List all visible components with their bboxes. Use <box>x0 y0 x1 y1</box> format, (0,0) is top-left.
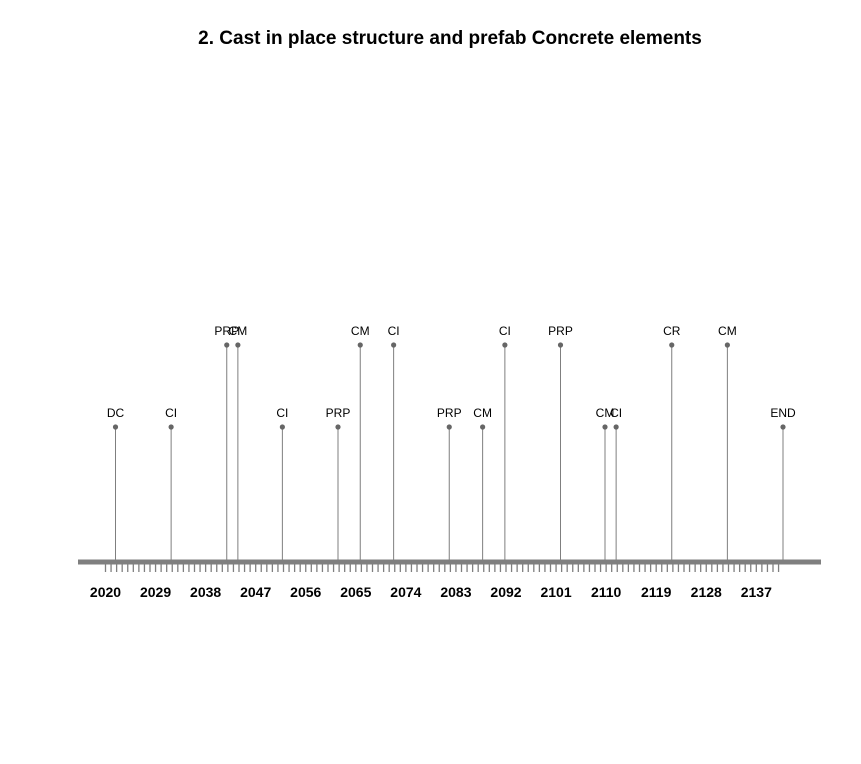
event-point <box>602 424 608 430</box>
year-tick-label: 2047 <box>240 584 271 600</box>
event-label: CM <box>351 324 370 338</box>
event-label: DC <box>107 406 125 420</box>
event-label: PRP <box>437 406 462 420</box>
event-label: PRP <box>548 324 573 338</box>
event-point <box>335 424 341 430</box>
event-points <box>112 342 786 430</box>
year-tick-label: 2119 <box>641 584 672 600</box>
event-point <box>235 342 241 348</box>
year-tick-label: 2065 <box>340 584 371 600</box>
event-label: CI <box>165 406 177 420</box>
event-point <box>613 424 619 430</box>
event-point <box>357 342 363 348</box>
event-label: CM <box>596 406 615 420</box>
event-label: CI <box>610 406 622 420</box>
year-tick-label: 2020 <box>90 584 121 600</box>
year-tick-label: 2083 <box>440 584 471 600</box>
event-label: PRP <box>326 406 351 420</box>
year-tick-label: 2074 <box>390 584 421 600</box>
event-label: CI <box>388 324 400 338</box>
event-label: CM <box>718 324 737 338</box>
event-point <box>557 342 564 348</box>
event-label: CM <box>229 324 248 338</box>
year-tick-label: 2056 <box>290 584 321 600</box>
event-point <box>780 424 786 430</box>
event-point <box>224 342 230 348</box>
year-tick-label: 2029 <box>140 584 171 600</box>
chart-title: 2. Cast in place structure and prefab Co… <box>198 28 702 49</box>
event-point <box>446 424 452 430</box>
year-tick-label: 2110 <box>591 584 622 600</box>
year-tick-label: 2038 <box>190 584 221 600</box>
event-point <box>168 424 174 430</box>
year-tick-label: 2092 <box>490 584 521 600</box>
event-label: CI <box>276 406 288 420</box>
event-label: END <box>770 406 796 420</box>
year-tick-label: 2101 <box>540 584 571 600</box>
event-point <box>502 342 508 348</box>
event-label: CI <box>499 324 511 338</box>
minor-ticks <box>104 562 780 572</box>
event-point <box>112 424 119 430</box>
year-tick-label: 2137 <box>741 584 772 600</box>
event-point <box>279 424 285 430</box>
event-point <box>391 342 397 348</box>
event-stems <box>115 345 784 562</box>
year-tick-label: 2128 <box>691 584 722 600</box>
event-label: PRP <box>214 324 239 338</box>
event-point <box>480 424 486 430</box>
event-label: CR <box>663 324 681 338</box>
year-tick-labels: 2020 2029 2038 2047 2056 2065 2074 2083 2092 2101… <box>90 584 772 600</box>
event-point <box>669 342 675 348</box>
event-label: CM <box>473 406 492 420</box>
event-point <box>724 342 730 348</box>
